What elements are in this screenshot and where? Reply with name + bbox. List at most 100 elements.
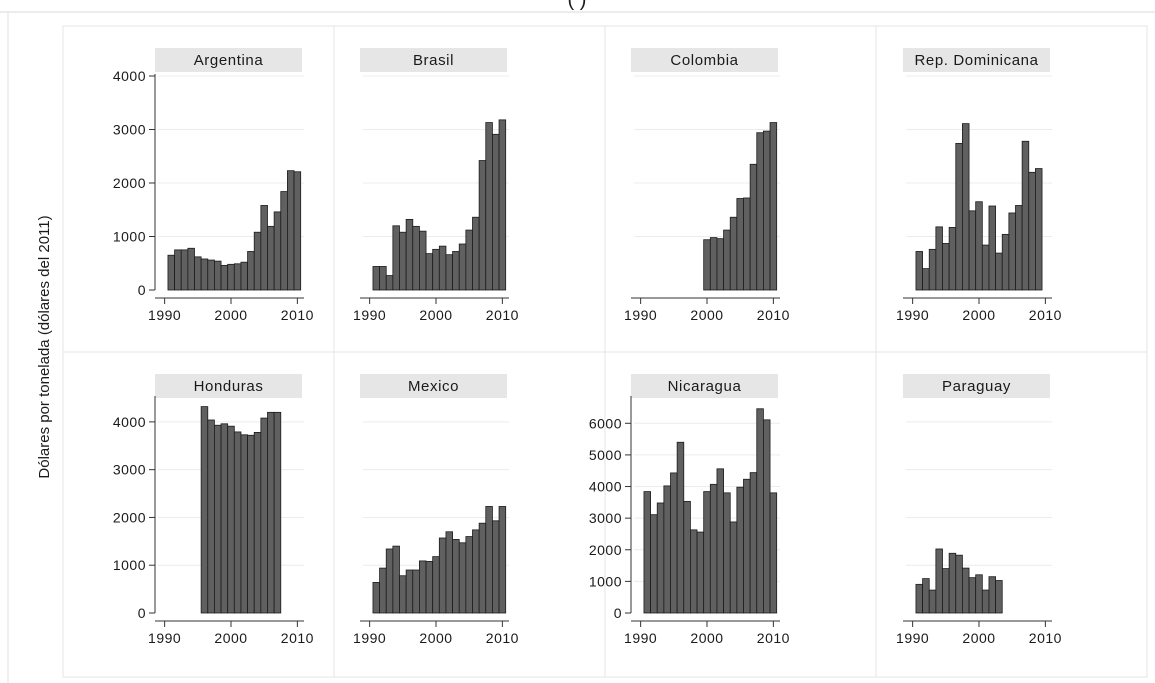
bar — [763, 419, 771, 614]
panel-strip — [360, 48, 507, 72]
y-tick-label: 2000 — [113, 509, 146, 525]
bar — [267, 225, 275, 291]
bar — [399, 575, 407, 614]
panel-brasil: Brasil 1990 2000 2010 — [353, 48, 519, 323]
x-tick-label: 2000 — [419, 630, 452, 646]
y-tick-label: 3000 — [589, 510, 622, 526]
x-tick-label: 2000 — [419, 307, 452, 323]
panel-honduras: Honduras 0 1000 2000 3000 4000 1990 2000 2010 — [113, 374, 313, 646]
bar — [743, 197, 751, 291]
bar — [709, 483, 718, 614]
panel-title: Paraguay — [942, 378, 1011, 395]
x-tick-label: 1990 — [353, 307, 386, 323]
y-tick-label: 1000 — [589, 573, 622, 589]
bar — [438, 245, 447, 291]
bar — [703, 491, 711, 614]
bar — [492, 520, 500, 614]
bar — [445, 254, 453, 291]
x-tick-label: 2010 — [757, 630, 790, 646]
bar — [955, 143, 963, 291]
bar — [412, 225, 420, 291]
bar — [465, 229, 473, 291]
bar — [472, 529, 480, 614]
bar — [240, 261, 248, 291]
y-tick-label: 4000 — [113, 414, 146, 430]
bar — [445, 531, 453, 614]
bar — [214, 424, 222, 614]
bar — [260, 417, 268, 614]
bar — [968, 577, 977, 614]
bar — [756, 408, 764, 614]
bar — [922, 578, 930, 614]
bar — [696, 531, 705, 614]
bar — [425, 253, 434, 291]
panel-title: Nicaragua — [668, 378, 742, 395]
bar — [981, 244, 990, 291]
x-tick-label: 1990 — [896, 630, 929, 646]
panel-title: Argentina — [194, 52, 264, 69]
bar — [948, 552, 957, 614]
y-tick-label: 0 — [138, 282, 146, 298]
panel-title: Colombia — [670, 52, 738, 69]
y-axis-label: Dólares por tonelada (dólares del 2011) — [36, 215, 53, 478]
panel-paraguay: Paraguay 1990 2000 2010 — [896, 374, 1062, 646]
bar — [180, 249, 189, 291]
panel-nicaragua: Nicaragua 0 1000 2000 3000 4000 5000 6000 1990 20… — [589, 374, 790, 646]
bar — [763, 130, 771, 291]
bar — [942, 568, 950, 614]
bar — [736, 198, 744, 291]
bar — [962, 123, 970, 291]
y-tick-label: 6000 — [589, 415, 622, 431]
bar — [458, 542, 467, 614]
y-tick-label: 0 — [614, 605, 622, 621]
x-tick-label: 2010 — [1029, 630, 1062, 646]
bar — [419, 230, 427, 291]
bar — [915, 251, 923, 291]
bar — [438, 537, 447, 614]
bar — [716, 468, 724, 614]
bar — [948, 227, 957, 291]
bar — [174, 249, 182, 291]
x-tick-label: 2010 — [486, 307, 519, 323]
bar — [690, 529, 698, 614]
x-tick-label: 2000 — [962, 630, 995, 646]
y-tick-label: 1000 — [113, 229, 146, 245]
bar — [253, 431, 262, 614]
x-tick-label: 1990 — [896, 307, 929, 323]
bar — [935, 548, 943, 614]
bar — [280, 191, 288, 291]
bar — [769, 122, 778, 291]
x-tick-label: 2000 — [690, 307, 723, 323]
x-tick-label: 1990 — [624, 307, 657, 323]
bar — [676, 441, 685, 614]
bar — [478, 522, 487, 614]
bar — [267, 411, 275, 614]
bar — [716, 238, 724, 291]
x-tick-label: 2000 — [962, 307, 995, 323]
bar — [247, 251, 255, 291]
panel-strip — [155, 374, 302, 398]
panel-argentina: Argentina 0 1000 2000 3000 4000 1990 2000 2010 — [113, 48, 313, 323]
y-tick-label: 1000 — [113, 557, 146, 573]
bar — [955, 554, 963, 614]
bar — [273, 211, 282, 291]
panel-title: Honduras — [194, 378, 264, 395]
bar — [703, 239, 711, 291]
bar — [452, 539, 460, 614]
bar — [1015, 205, 1023, 291]
bar — [253, 231, 262, 291]
bar — [498, 506, 507, 614]
bar — [769, 492, 778, 614]
y-tick-label: 4000 — [113, 68, 146, 84]
bar — [425, 561, 434, 614]
bar — [988, 576, 996, 614]
bar — [749, 472, 758, 614]
x-tick-label: 2010 — [1029, 307, 1062, 323]
x-tick-label: 2000 — [214, 630, 247, 646]
panel-title: Rep. Dominicana — [914, 52, 1038, 69]
panel-strip — [903, 374, 1050, 398]
bar — [723, 492, 731, 614]
bar — [392, 225, 400, 291]
